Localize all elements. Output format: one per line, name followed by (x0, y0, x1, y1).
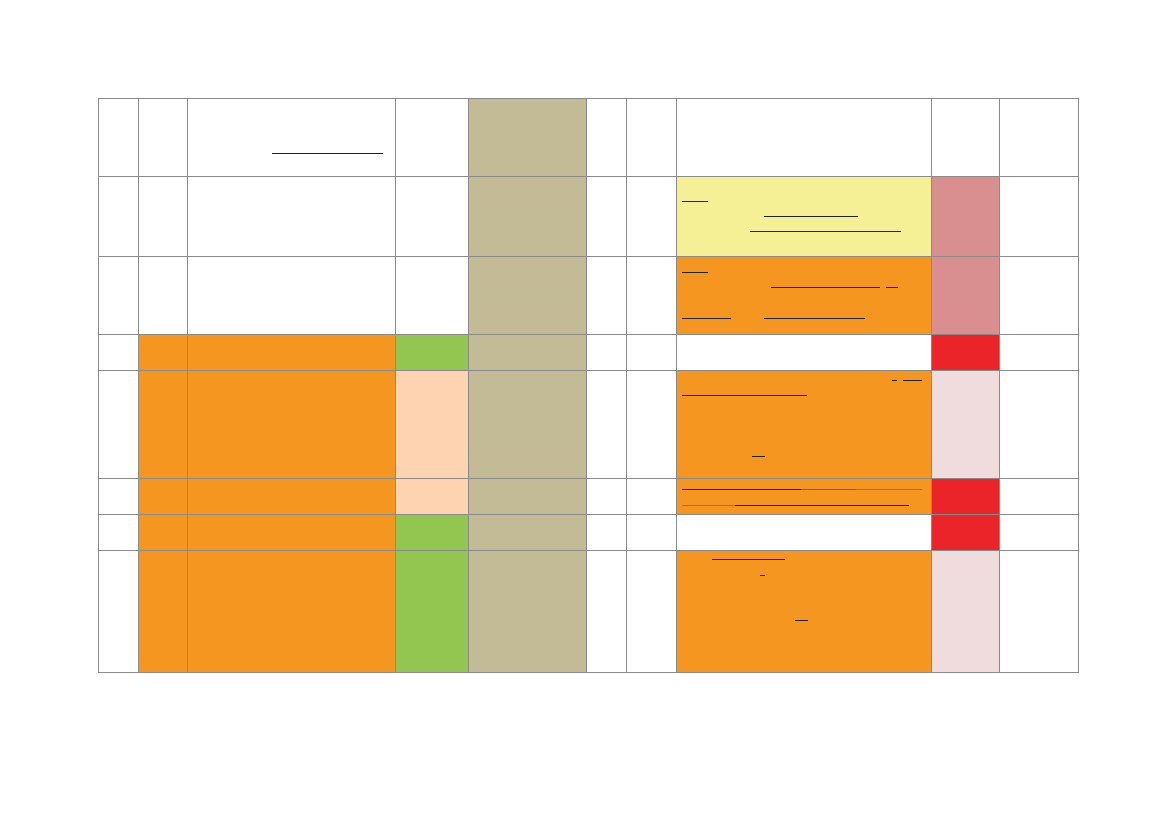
cell (676, 550, 931, 672)
cell (468, 98, 586, 672)
cell (931, 550, 999, 672)
cell (395, 334, 468, 370)
grid (98, 98, 1079, 673)
cell (138, 334, 395, 672)
cell (676, 256, 931, 334)
cell (395, 370, 468, 514)
cell (931, 176, 999, 256)
table-border (98, 98, 1079, 673)
cell-fills (138, 98, 999, 672)
cell (931, 334, 999, 370)
cell (931, 370, 999, 478)
cell (676, 370, 931, 514)
cell (395, 514, 468, 672)
cell (931, 256, 999, 334)
underlines (272, 153, 922, 621)
